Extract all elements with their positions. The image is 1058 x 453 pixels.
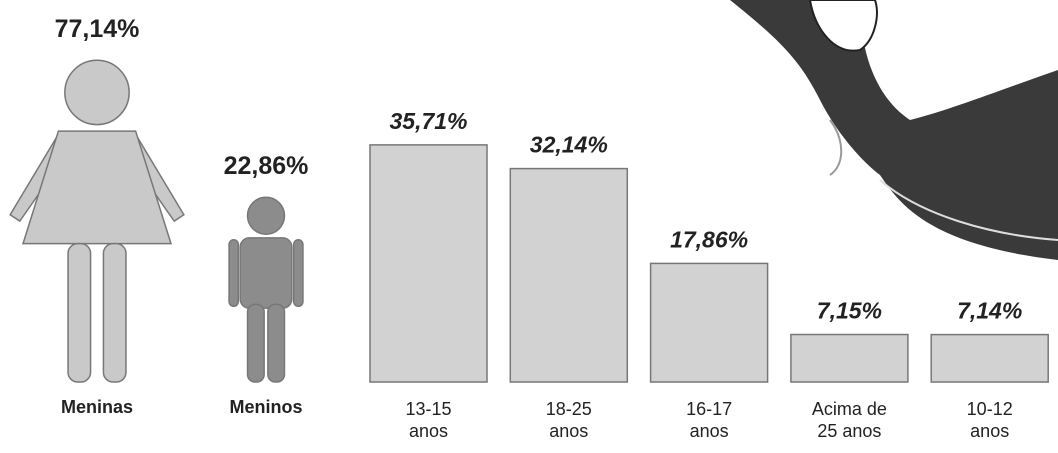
value-label: 7,14% [957, 298, 1022, 324]
category-label: anos [549, 421, 588, 441]
arm [229, 240, 238, 306]
category-label: anos [690, 421, 729, 441]
head [65, 60, 129, 124]
value-label: 17,86% [670, 226, 748, 252]
category-label: 13-15 [405, 399, 451, 419]
boy-figure [229, 197, 303, 382]
leg [268, 304, 285, 382]
bar [651, 263, 768, 382]
category-label: Acima de [812, 399, 887, 419]
category-label: 16-17 [686, 399, 732, 419]
leg [68, 244, 91, 382]
bar [510, 169, 627, 382]
bar [791, 335, 908, 382]
category-label: anos [409, 421, 448, 441]
hand-illustration [730, 0, 1058, 260]
category-label: anos [970, 421, 1009, 441]
infographic: 77,14%Meninas22,86%Meninos35,71%13-15ano… [0, 0, 1058, 453]
category-label: 10-12 [967, 399, 1013, 419]
leg [103, 244, 126, 382]
torso [240, 238, 292, 308]
value-label: 22,86% [224, 152, 309, 180]
value-label: 7,15% [817, 298, 882, 324]
category-label: 18-25 [546, 399, 592, 419]
head [248, 197, 285, 234]
bar [931, 335, 1048, 382]
category-label: Meninas [61, 397, 133, 417]
value-label: 32,14% [530, 132, 608, 158]
arm [294, 240, 303, 306]
leg [248, 304, 265, 382]
category-label: Meninos [229, 397, 302, 417]
category-label: 25 anos [817, 421, 881, 441]
girl-figure [10, 60, 184, 382]
value-label: 77,14% [55, 15, 140, 43]
value-label: 35,71% [389, 108, 467, 134]
bar [370, 145, 487, 382]
dress [23, 131, 171, 244]
